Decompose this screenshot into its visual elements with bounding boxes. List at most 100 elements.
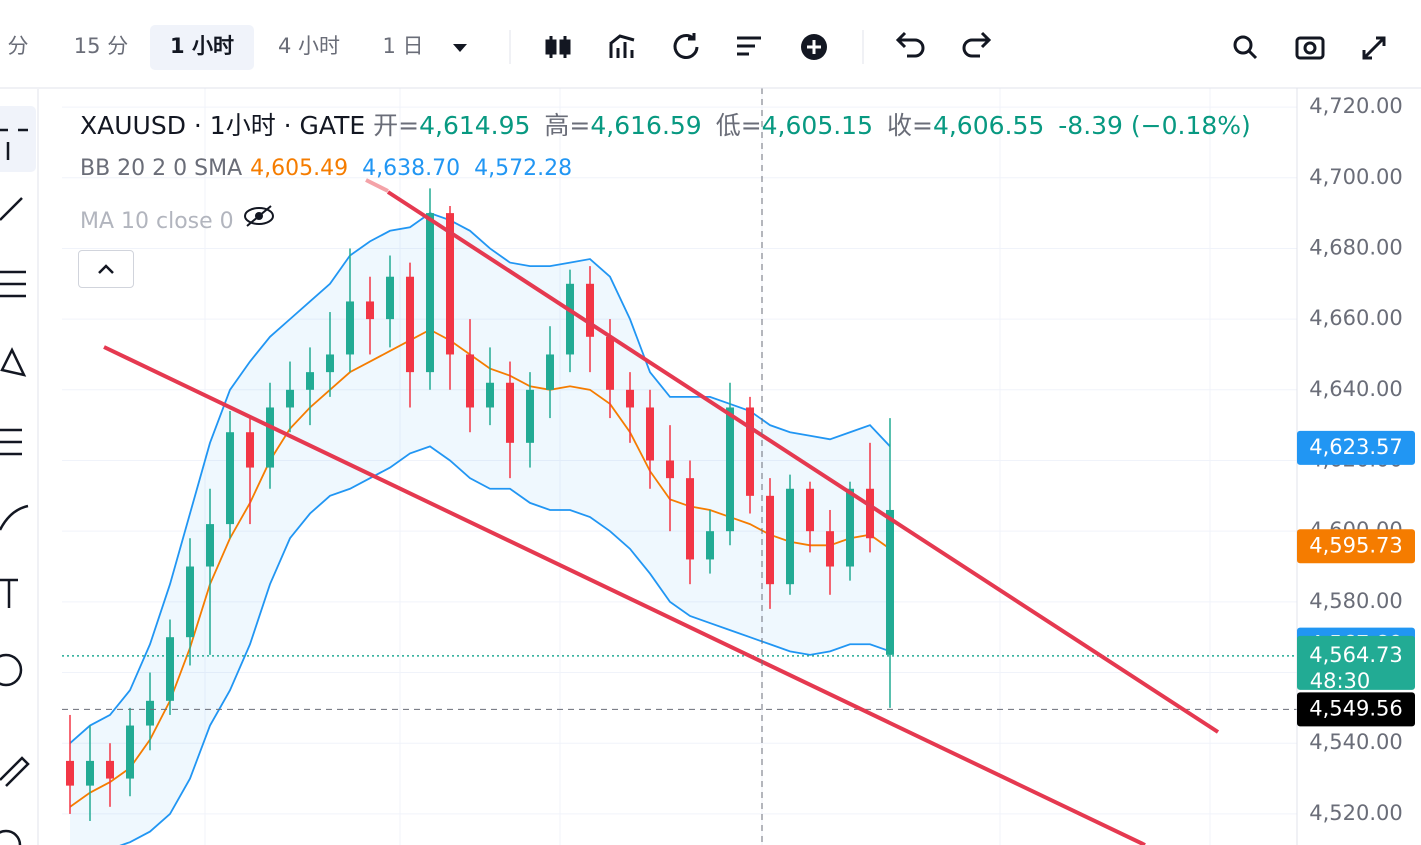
candle-body [406,276,414,373]
candle-body [286,389,294,408]
ohlc: 开= 4,614.95 高= 4,616.59 低= 4,605.15 收= 4,606.55 [373,106,1050,142]
candle-body [186,566,194,638]
interval-button[interactable]: 1 日 [382,34,423,58]
interval-button[interactable]: 4 小时 [278,34,340,58]
candle-body [606,336,614,390]
ohlc-value: 4,606.55 [932,111,1045,140]
candle-body [326,354,334,373]
indicators-icon[interactable] [609,34,635,58]
redo-icon[interactable] [962,31,992,58]
candle-body [86,760,94,786]
ohlc-key: 低= [715,111,762,140]
candle-body [486,382,494,408]
collapse-button[interactable] [78,250,134,288]
text-tool[interactable] [0,578,18,608]
candle-body [266,407,274,468]
y-tick-label: 4,520.00 [1309,801,1403,825]
interval-button[interactable]: 15 分 [74,34,128,58]
candle-body [666,460,674,479]
indicator-value: 4,638.70 [362,156,461,181]
y-tick-label: 4,640.00 [1309,377,1403,401]
y-tick-label: 4,580.00 [1309,589,1403,613]
candle-body [346,301,354,355]
legend-ma: MA 10 close 0 [80,204,276,234]
hidden-eye-icon[interactable] [242,204,276,228]
active-interval-bg [150,25,254,70]
price-tag-label: 4,564.73 [1309,643,1403,667]
y-tick-label: 4,540.00 [1309,730,1403,754]
candle-body [386,276,394,320]
emoji-tool[interactable] [0,653,23,687]
candle-body [466,354,474,408]
candle-body [786,488,794,585]
indicator-value: 4,605.49 [250,156,349,181]
search-icon[interactable] [1233,35,1258,60]
interval-button[interactable]: 1 分 [0,34,29,58]
price-tag-label: 4,595.73 [1309,533,1403,557]
price-tag [1297,529,1415,564]
bollinger-middle [69,328,891,808]
add-icon[interactable] [801,34,827,60]
trendline-tool[interactable] [0,197,23,221]
candle-body [526,389,534,443]
trend-line[interactable] [386,190,1220,734]
candle-body [246,432,254,468]
candle-body [646,407,654,461]
candle-body [846,488,854,567]
bollinger-lower [119,445,891,845]
zoom-tool[interactable] [0,829,22,845]
candle-body [686,478,694,560]
ruler-tool[interactable] [0,756,30,787]
candle-body [446,213,454,355]
fullscreen-icon[interactable] [1362,36,1386,60]
ohlc-key: 收= [886,111,933,140]
replay-icon[interactable] [673,33,699,59]
candle-body [426,213,434,373]
indicator-name: BB 20 2 0 SMA [80,156,243,181]
fib-tool[interactable] [0,270,26,298]
candle-body [106,760,114,779]
y-tick-label: 4,680.00 [1309,235,1403,259]
ohlc-key: 开= [373,111,420,140]
candle-body [886,509,894,655]
price-tag [1297,635,1415,690]
candle-body [726,407,734,532]
candle-body [506,382,514,443]
candle-body [366,301,374,320]
price-tag [1297,692,1415,727]
candle-body [586,283,594,337]
candle-body [806,488,814,532]
active-tool-bg [0,106,36,172]
trend-line-handle [365,178,389,193]
candle-body [66,760,74,786]
pattern-tool[interactable] [0,347,27,377]
candles-icon[interactable] [545,36,571,58]
interval-button[interactable]: 1 小时 [170,34,234,58]
y-tick-label: 4,720.00 [1309,94,1403,118]
candle-body [766,495,774,585]
candle-body [226,432,234,525]
candle-body [166,637,174,701]
snapshot-icon[interactable] [1295,36,1325,60]
y-tick-label: 4,700.00 [1309,165,1403,189]
bollinger-band-fill [70,213,890,845]
candle-body [546,354,554,390]
legend-main: XAUUSD · 1小时 · GATE 开= 4,614.95 高= 4,616.59… [80,106,1251,142]
projection-tool[interactable] [0,428,22,456]
candle-body [626,389,634,408]
candle-body [706,531,714,560]
dropdown-caret[interactable] [453,44,467,52]
brush-tool[interactable] [0,504,29,531]
candle-body [126,725,134,779]
alerts-icon[interactable] [737,36,761,56]
ohlc-value: 4,614.95 [419,111,531,140]
candle-body [306,372,314,390]
trend-line[interactable] [103,345,1146,845]
undo-icon[interactable] [895,31,925,58]
price-tag [1297,430,1415,465]
candle-body [206,524,214,567]
indicator-values: 4,605.49 4,638.70 4,572.28 [250,156,572,181]
crosshair-tool[interactable] [0,120,28,160]
